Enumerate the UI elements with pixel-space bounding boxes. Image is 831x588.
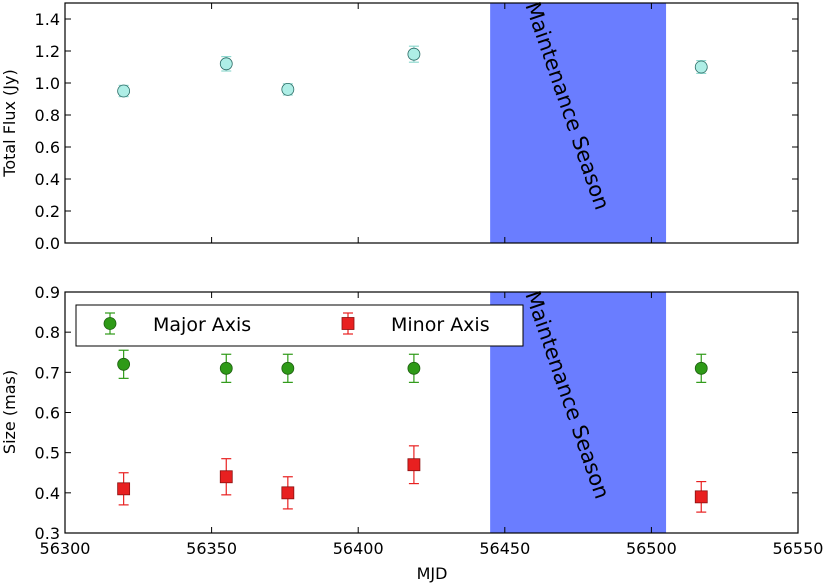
flux-panel-background xyxy=(65,3,798,243)
size-panel-frame xyxy=(64,291,799,534)
legend-major-label: Major Axis xyxy=(153,314,251,336)
flux-series-0-point xyxy=(281,83,295,96)
size-y-tick-label: 0.6 xyxy=(35,404,60,423)
circle-marker xyxy=(407,361,421,375)
flux-panel-frame xyxy=(64,2,799,244)
flux-y-axis-label: Total Flux (Jy) xyxy=(0,69,19,177)
legend-minor-square xyxy=(341,317,355,330)
flux-y-tick-label: 0.0 xyxy=(35,234,60,253)
size-series-0-point xyxy=(219,353,233,383)
flux-series-0-point xyxy=(407,45,421,63)
size-series-0-point xyxy=(694,353,708,383)
square-marker xyxy=(407,458,421,472)
flux-y-tick-label: 1.2 xyxy=(35,42,60,61)
circle-marker xyxy=(694,361,708,375)
flux-points xyxy=(117,45,708,98)
flux-y-tick-label: 0.2 xyxy=(35,202,60,221)
size-y-tick-label: 0.7 xyxy=(35,363,60,382)
legend-major-circle xyxy=(103,317,117,330)
flux-y-tick-label: 1.4 xyxy=(35,10,60,29)
flux-y-tick-label: 0.8 xyxy=(35,106,60,125)
size-x-tick-label: 56550 xyxy=(773,539,824,558)
square-marker xyxy=(219,470,233,484)
size-x-tick-label: 56500 xyxy=(626,539,677,558)
size-points xyxy=(117,349,708,513)
circle-marker xyxy=(281,361,295,375)
size-x-tick-label: 56450 xyxy=(479,539,530,558)
size-y-tick-label: 0.4 xyxy=(35,484,60,503)
size-series-1-point xyxy=(407,445,421,485)
square-marker xyxy=(281,486,295,500)
size-series-1-point xyxy=(281,476,295,510)
size-series-1-point xyxy=(117,472,131,506)
square-marker xyxy=(117,482,131,496)
legend-minor-label: Minor Axis xyxy=(391,314,490,336)
circle-marker xyxy=(117,84,131,98)
size-x-ticks: 56300 56350 56400 56450 56500 56550 xyxy=(40,292,824,558)
flux-maintenance-region xyxy=(490,3,667,243)
size-x-tick-label: 56300 xyxy=(40,539,91,558)
circle-marker xyxy=(117,357,131,371)
size-series-0-point xyxy=(407,353,421,383)
circle-marker xyxy=(694,60,708,74)
size-y-axis-label: Size (mas) xyxy=(0,370,19,454)
size-panel: Maintenance Season 0.30.40.50.60.70.80.9… xyxy=(0,283,823,583)
square-marker xyxy=(694,490,708,504)
legend-box xyxy=(75,304,524,347)
size-series-1-point xyxy=(694,480,708,513)
x-axis-label: MJD xyxy=(417,564,448,583)
size-series-0-point xyxy=(281,353,295,383)
size-x-tick-label: 56400 xyxy=(333,539,384,558)
size-series-1-point xyxy=(219,458,233,496)
flux-series-0-point xyxy=(117,84,131,98)
flux-panel: Maintenance Season 0.00.20.40.60.81.01.2… xyxy=(0,0,799,253)
circle-marker xyxy=(219,57,233,71)
flux-y-tick-label: 0.4 xyxy=(35,170,60,189)
size-y-tick-label: 0.5 xyxy=(35,444,60,463)
flux-series-0-point xyxy=(694,59,708,75)
size-y-tick-label: 0.3 xyxy=(35,524,60,543)
circle-marker xyxy=(219,361,233,375)
flux-y-tick-label: 1.0 xyxy=(35,74,60,93)
size-series-0-point xyxy=(117,349,131,379)
flux-series-0-point xyxy=(219,55,233,72)
circle-marker xyxy=(407,47,421,61)
legend-major-marker xyxy=(103,312,117,335)
circle-marker xyxy=(281,83,295,96)
size-x-tick-label: 56350 xyxy=(186,539,237,558)
size-y-tick-label: 0.9 xyxy=(35,283,60,302)
flux-y-ticks: 0.0 0.2 0.4 0.6 0.8 1.0 1.2 1.4 xyxy=(35,10,798,253)
legend-minor-marker xyxy=(341,312,355,335)
size-y-tick-label: 0.8 xyxy=(35,323,60,342)
size-y-ticks: 0.3 0.4 0.5 0.6 0.7 0.8 0.9 xyxy=(35,283,798,543)
legend: Major Axis Minor Axis xyxy=(75,304,524,347)
flux-y-tick-label: 0.6 xyxy=(35,138,60,157)
